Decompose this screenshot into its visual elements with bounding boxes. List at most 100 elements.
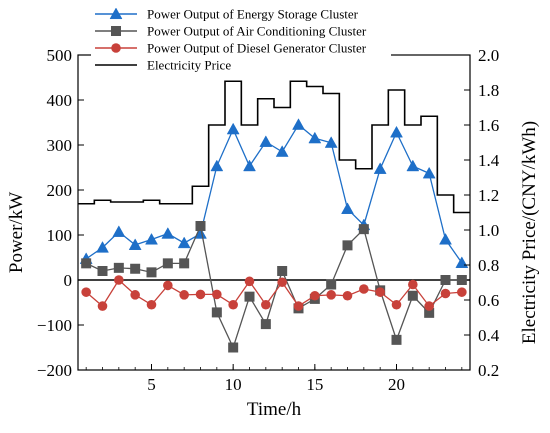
- legend-item: Power Output of Air Conditioning Cluster: [95, 24, 367, 39]
- axes-layer: 5 10 15 20 500 400 300 200 100 0 −100 −200 2.0 1.8 1.6…: [37, 46, 500, 394]
- data-point: [440, 288, 451, 299]
- y2-axis-title: Electricity Price/(CNY/kWh): [519, 121, 540, 344]
- data-point: [422, 166, 436, 179]
- legend-label: Power Output of Air Conditioning Cluster: [147, 24, 367, 39]
- data-point: [259, 135, 273, 147]
- data-point: [308, 131, 322, 144]
- data-point: [244, 276, 255, 287]
- data-point: [261, 299, 271, 310]
- y-tick-label: −200: [37, 361, 72, 380]
- data-point: [260, 319, 271, 330]
- data-point: [358, 224, 369, 235]
- data-point: [277, 277, 287, 288]
- series-line: [85, 278, 462, 308]
- legend-background: [91, 3, 391, 73]
- data-point: [406, 159, 420, 172]
- data-point: [211, 307, 222, 318]
- data-point: [81, 258, 92, 269]
- data-point: [97, 301, 108, 311]
- data-point: [226, 122, 240, 135]
- y-tick-label: 500: [47, 46, 73, 65]
- legend-marker: [109, 7, 123, 20]
- data-point: [375, 287, 385, 297]
- data-point: [342, 290, 353, 301]
- data-point: [228, 299, 238, 310]
- data-point: [310, 290, 320, 301]
- data-point: [324, 136, 338, 148]
- x-axis-title: Time/h: [247, 399, 302, 420]
- data-point: [228, 342, 239, 353]
- x-tick-label: 10: [225, 375, 242, 394]
- data-point: [244, 291, 255, 302]
- legend-marker: [111, 26, 121, 36]
- data-point: [179, 290, 189, 300]
- legend-item: Power Output of Energy Storage Cluster: [95, 7, 359, 22]
- y-tick-label: 400: [47, 91, 73, 110]
- data-point: [326, 290, 336, 300]
- price-step-line: [78, 80, 470, 214]
- data-point: [407, 290, 418, 301]
- data-point: [424, 301, 434, 311]
- data-point: [81, 287, 91, 297]
- y-tick-label: 300: [47, 136, 73, 155]
- data-point: [97, 266, 108, 276]
- data-point: [128, 238, 142, 250]
- series-line: [85, 123, 463, 264]
- data-point: [440, 275, 451, 285]
- data-point: [161, 227, 175, 239]
- y-tick-label: 100: [47, 226, 73, 245]
- legend: Power Output of Energy Storage Cluster Po…: [91, 3, 391, 73]
- y-tick-label: 0: [64, 271, 73, 290]
- x-tick-label: 5: [147, 375, 156, 394]
- y2-tick-label: 2.0: [478, 46, 499, 65]
- legend-label: Electricity Price: [147, 58, 231, 73]
- data-point: [275, 145, 289, 157]
- data-point: [146, 299, 157, 310]
- data-point: [408, 279, 418, 290]
- legend-label: Power Output of Energy Storage Cluster: [147, 7, 359, 22]
- data-point: [146, 267, 157, 278]
- data-point: [391, 334, 402, 345]
- series-group: [81, 275, 467, 311]
- data-point: [212, 289, 222, 300]
- data-point: [359, 284, 369, 294]
- data-point: [341, 202, 354, 214]
- data-point: [113, 262, 124, 273]
- data-point: [130, 290, 140, 300]
- data-point: [114, 275, 124, 285]
- y2-tick-label: 1.4: [478, 151, 500, 170]
- data-point: [342, 240, 353, 251]
- data-point: [424, 307, 435, 318]
- data-point: [179, 258, 190, 269]
- y-tick-label: −100: [37, 316, 72, 335]
- data-point: [96, 241, 109, 253]
- y2-tick-label: 1.6: [478, 116, 499, 135]
- legend-label: Power Output of Diesel Generator Cluster: [147, 41, 367, 56]
- y2-tick-label: 1.0: [478, 221, 499, 240]
- data-point: [293, 301, 304, 311]
- data-point: [130, 263, 141, 274]
- x-tick-label: 15: [306, 375, 323, 394]
- y2-tick-label: 0.6: [478, 291, 499, 310]
- data-point: [277, 266, 288, 276]
- y2-tick-label: 1.8: [478, 81, 499, 100]
- data-point: [195, 221, 206, 231]
- y-tick-label: 200: [47, 181, 73, 200]
- data-point: [439, 232, 452, 245]
- data-point: [177, 236, 191, 249]
- data-point: [457, 287, 467, 297]
- x-tick-label: 20: [388, 375, 405, 394]
- data-point: [163, 280, 173, 291]
- data-point: [456, 275, 467, 285]
- data-point: [455, 256, 469, 268]
- data-point: [292, 118, 305, 130]
- y2-tick-label: 0.2: [478, 361, 499, 380]
- data-point: [243, 159, 256, 172]
- series-group: [79, 118, 469, 268]
- data-point: [373, 162, 387, 174]
- data-point: [390, 125, 403, 138]
- data-point: [145, 232, 158, 245]
- series-layer: [78, 80, 470, 353]
